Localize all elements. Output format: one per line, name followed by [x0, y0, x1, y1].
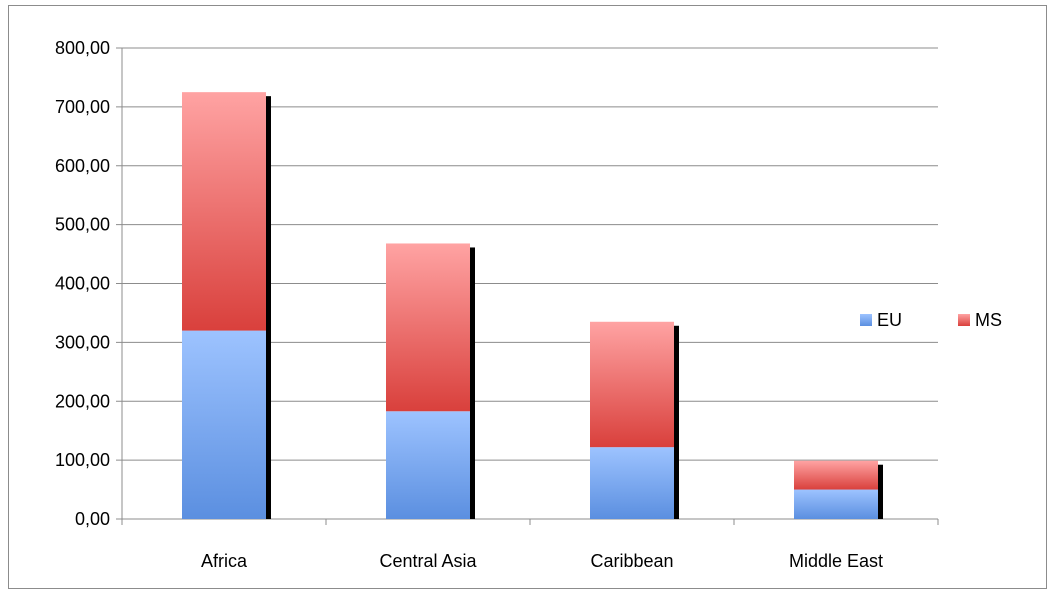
- bar-eu: [794, 489, 878, 519]
- y-tick-label: 800,00: [55, 38, 110, 58]
- y-tick-label: 0,00: [75, 509, 110, 529]
- bar-eu: [182, 330, 266, 519]
- x-tick-label: Africa: [201, 551, 248, 571]
- y-tick-label: 200,00: [55, 391, 110, 411]
- bar-ms: [386, 243, 470, 412]
- x-tick-label: Caribbean: [590, 551, 673, 571]
- bar-ms: [182, 92, 266, 331]
- bar-eu: [386, 411, 470, 519]
- legend-swatch-ms: [958, 314, 970, 326]
- legend-swatch-eu: [860, 314, 872, 326]
- legend: EU MS: [860, 310, 1002, 330]
- legend-label-ms: MS: [975, 310, 1002, 330]
- y-tick-label: 100,00: [55, 450, 110, 470]
- bar-shadow: [470, 247, 475, 519]
- y-tick-label: 300,00: [55, 332, 110, 352]
- bars: [182, 92, 883, 519]
- bar-ms: [590, 321, 674, 448]
- tick-labels: 0,00 100,00 200,00 300,00 400,00 500,00 600,00…: [55, 38, 883, 571]
- bar-shadow: [878, 464, 883, 519]
- y-tick-label: 400,00: [55, 274, 110, 294]
- bar-shadow: [674, 325, 679, 519]
- y-tick-label: 500,00: [55, 215, 110, 235]
- legend-label-eu: EU: [877, 310, 902, 330]
- bar-shadow: [266, 96, 271, 519]
- y-tick-label: 700,00: [55, 97, 110, 117]
- bar-ms: [794, 460, 878, 490]
- y-tick-label: 600,00: [55, 156, 110, 176]
- x-tick-label: Central Asia: [379, 551, 477, 571]
- bar-eu: [590, 447, 674, 519]
- x-tick-label: Middle East: [789, 551, 883, 571]
